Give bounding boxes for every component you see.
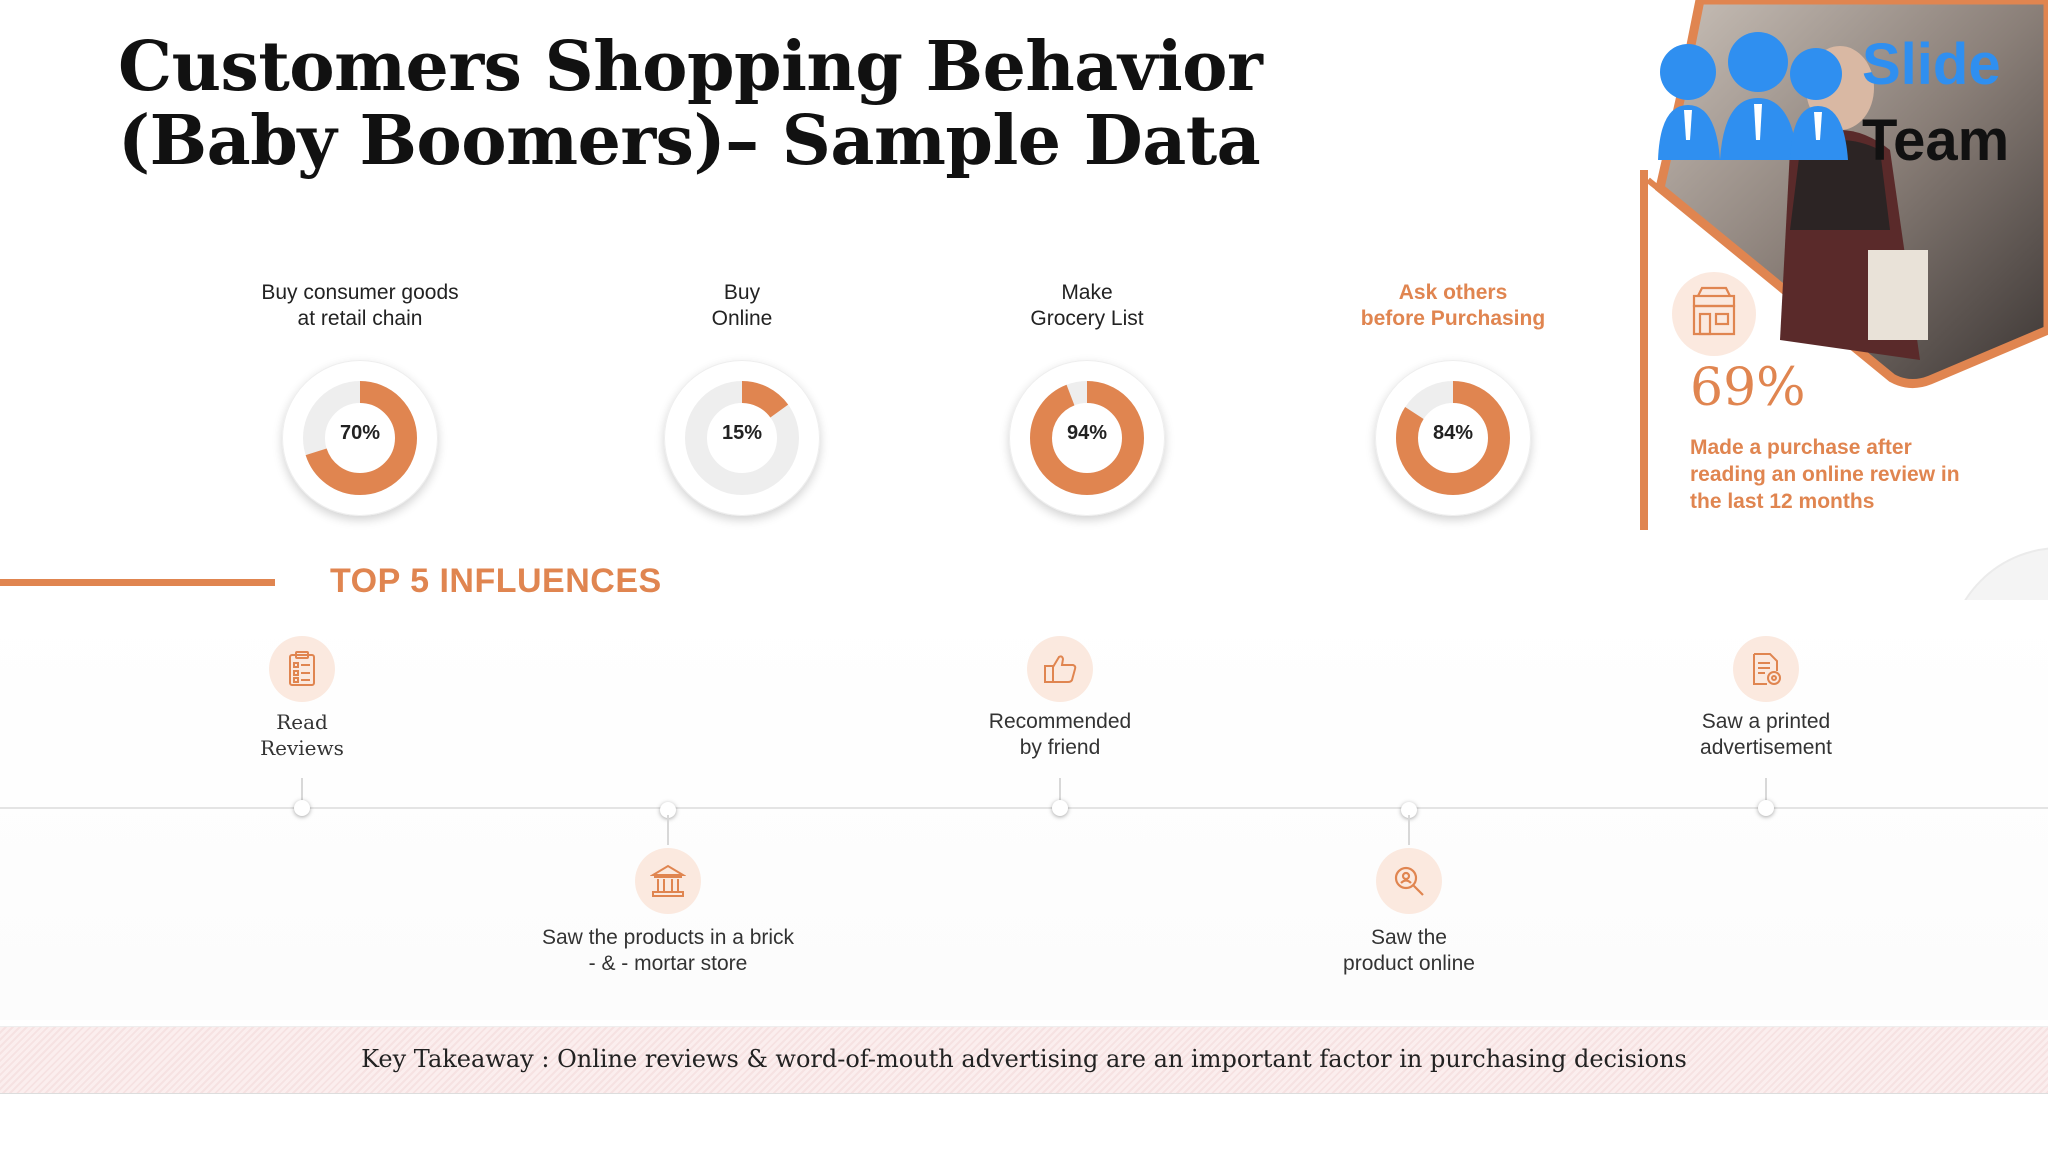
- donut-chart: 84%: [1375, 360, 1531, 516]
- donut-arc: [1030, 381, 1144, 495]
- donut-value: 84%: [1432, 422, 1474, 444]
- stat-label: Make Grocery List: [1030, 281, 1144, 330]
- donut-arc: [1396, 381, 1510, 495]
- timeline-stem: [1059, 778, 1061, 808]
- timeline-stem: [1408, 815, 1410, 845]
- store-icon: [1672, 272, 1756, 356]
- donut-chart: 94%: [1009, 360, 1165, 516]
- page-title: Customers Shopping Behavior (Baby Boomer…: [118, 27, 1263, 181]
- influences-band: [0, 600, 2048, 1020]
- document-gear-icon: [1733, 636, 1799, 702]
- timeline-line: [0, 807, 2048, 809]
- logo-team: Team: [1862, 108, 2010, 173]
- hero-photo-panel: Slide Team: [1640, 0, 2048, 530]
- stat-label: Buy consumer goods at retail chain: [261, 281, 459, 330]
- timeline-stem: [1765, 778, 1767, 808]
- timeline-node: [1052, 800, 1068, 816]
- checklist-icon: [269, 636, 335, 702]
- donut-value: 94%: [1066, 422, 1108, 444]
- timeline-node: [1401, 802, 1417, 818]
- timeline-stem: [301, 778, 303, 808]
- influence-label: Saw a printed advertisement: [1700, 710, 1832, 759]
- timeline-node: [1758, 800, 1774, 816]
- influence-label: Recommended by friend: [988, 710, 1132, 759]
- stat-label: Buy Online: [711, 281, 773, 330]
- timeline-node: [660, 802, 676, 818]
- bank-icon: [635, 848, 701, 914]
- donut-value: 15%: [721, 422, 763, 444]
- timeline-stem: [667, 815, 669, 845]
- influences-title: TOP 5 INFLUENCES: [330, 562, 662, 600]
- donut-arc: [685, 381, 799, 495]
- side-description: Made a purchase after reading an online …: [1690, 436, 1960, 513]
- donut-value: 70%: [339, 422, 381, 444]
- side-percent: 69%: [1690, 358, 1806, 418]
- hero-photo: [1640, 0, 2048, 530]
- donut-chart: 70%: [282, 360, 438, 516]
- influence-label: Saw the products in a brick - & - mortar…: [541, 926, 795, 975]
- stat-grocery-list: Make Grocery List 94%: [957, 280, 1217, 516]
- stat-buy-online: Buy Online 15%: [612, 280, 872, 516]
- stat-retail-chain: Buy consumer goods at retail chain 70%: [230, 280, 490, 516]
- influence-label: Read Reviews: [260, 710, 344, 760]
- influence-label: Saw the product online: [1343, 926, 1475, 975]
- search-icon: [1376, 848, 1442, 914]
- donut-arc: [303, 381, 417, 495]
- logo-slide: Slide: [1862, 32, 2001, 97]
- key-takeaway-text: Key Takeaway : Online reviews & word-of-…: [361, 1045, 1687, 1073]
- donut-chart: 15%: [664, 360, 820, 516]
- stat-ask-others: Ask others before Purchasing 84%: [1323, 280, 1583, 516]
- thumbs-up-icon: [1027, 636, 1093, 702]
- key-takeaway-bar: Key Takeaway : Online reviews & word-of-…: [0, 1026, 2048, 1094]
- stat-label: Ask others before Purchasing: [1360, 281, 1546, 330]
- section-accent-line: [0, 579, 275, 586]
- timeline-node: [294, 800, 310, 816]
